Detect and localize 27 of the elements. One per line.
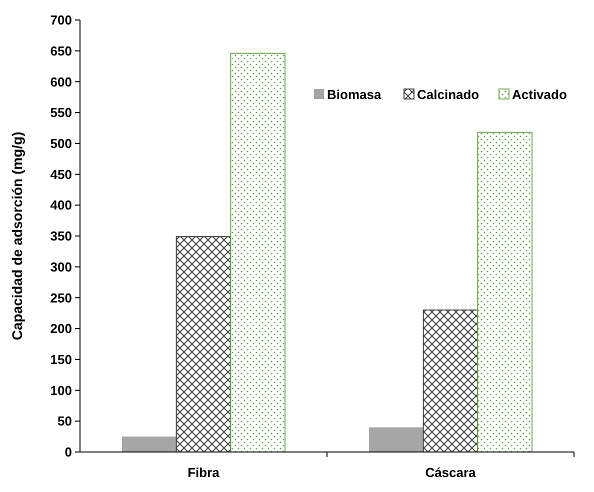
x-tick-label: Fibra	[188, 465, 220, 480]
bar	[477, 132, 533, 452]
y-tick-label: 0	[64, 444, 72, 460]
legend-label: Biomasa	[327, 87, 382, 102]
y-tick-label: 700	[50, 12, 72, 28]
y-tick-label: 350	[50, 228, 72, 244]
y-axis-title: Capacidad de adsorción (mg/g)	[9, 132, 25, 340]
bar	[422, 310, 478, 452]
bar	[176, 236, 232, 452]
y-tick-label: 500	[50, 136, 72, 151]
y-tick-label: 250	[50, 290, 72, 306]
y-tick-label: 200	[50, 321, 72, 336]
y-tick-label: 50	[58, 414, 72, 429]
legend-label: Activado	[512, 87, 567, 102]
bar	[230, 52, 286, 452]
x-tick-label: Cáscara	[425, 465, 477, 480]
bar	[122, 436, 176, 452]
y-tick-label: 400	[50, 198, 72, 213]
y-tick-label: 550	[50, 105, 72, 120]
y-tick-label: 600	[50, 74, 72, 90]
y-tick-label: 100	[50, 382, 72, 398]
y-tick-label: 300	[50, 259, 72, 274]
y-tick-label: 650	[50, 43, 72, 58]
y-tick-label: 450	[50, 166, 72, 182]
legend-label: Calcinado	[417, 87, 480, 102]
y-tick-label: 150	[50, 352, 72, 367]
bar	[368, 427, 424, 452]
